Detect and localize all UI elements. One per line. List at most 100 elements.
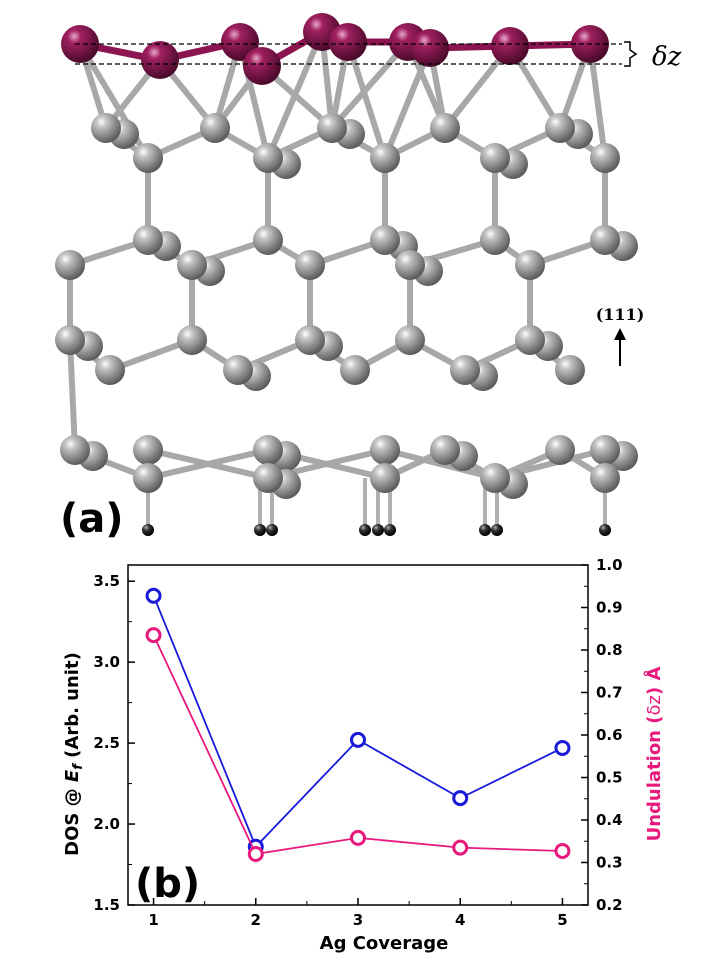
right-tick-label: 0.2 [596, 896, 623, 914]
right-axis-ticks: 0.2 0.3 0.4 0.5 0.6 0.7 0.8 0.9 1.0 [581, 556, 623, 914]
si-atom [91, 113, 121, 143]
si-atom [430, 113, 460, 143]
si-atom [223, 355, 253, 385]
si-atom [370, 435, 400, 465]
si-atom [340, 355, 370, 385]
x-tick-label: 4 [455, 911, 465, 929]
si-atom [430, 435, 460, 465]
h-atom [479, 524, 491, 536]
si-atom [253, 463, 283, 493]
si-atom [177, 250, 207, 280]
x-axis-ticks: 1 2 3 4 5 [148, 898, 568, 929]
si-atom [295, 250, 325, 280]
si-atom [370, 143, 400, 173]
left-axis-label: DOS @ Ef (Arb. unit) [62, 652, 86, 856]
si-atom [133, 463, 163, 493]
right-tick-label: 0.3 [596, 854, 623, 872]
h-atom [491, 524, 503, 536]
si-atom [590, 143, 620, 173]
si-atom [590, 225, 620, 255]
left-tick-label: 3.5 [93, 572, 120, 590]
si-atom [253, 435, 283, 465]
si-atom [317, 113, 347, 143]
right-tick-label: 1.0 [596, 556, 623, 574]
si-atom [480, 225, 510, 255]
right-tick-label: 0.8 [596, 641, 623, 659]
si-atom [450, 355, 480, 385]
series-line [152, 595, 563, 849]
si-atom [370, 463, 400, 493]
si-atom [253, 143, 283, 173]
left-tick-label: 2.5 [93, 734, 120, 752]
right-tick-label: 0.4 [596, 811, 623, 829]
top-atom [411, 29, 449, 67]
si-atom [555, 355, 585, 385]
atomic-structure-image: δz (111) (a) [55, 13, 682, 542]
undulation-label: δz [652, 42, 682, 72]
undulation-marker: δz [75, 41, 682, 72]
si-atom [133, 225, 163, 255]
si-atom [177, 325, 207, 355]
x-tick-label: 1 [148, 911, 158, 929]
top-atom [221, 23, 259, 61]
si-atom [295, 325, 325, 355]
data-point [247, 846, 264, 862]
si-atom [55, 325, 85, 355]
h-atom [384, 524, 396, 536]
right-tick-label: 0.7 [596, 684, 623, 702]
data-point [452, 839, 469, 856]
dos-undulation-chart: 1.5 2.0 2.5 3.0 3.5 0.2 0.3 0.4 0.5 0.6 0.7 0.8 0.9… [62, 556, 665, 954]
si-atom [95, 355, 125, 385]
si-atom [133, 143, 163, 173]
h-atom [359, 524, 371, 536]
right-tick-label: 0.5 [596, 769, 623, 787]
top-atom [141, 41, 179, 79]
h-atom [372, 524, 384, 536]
right-axis-label: Undulation (δz) Å [642, 667, 665, 842]
h-atom [254, 524, 266, 536]
right-tick-label: 0.9 [596, 599, 623, 617]
si-atom [395, 250, 425, 280]
h-atom [599, 524, 611, 536]
si-atom [395, 325, 425, 355]
si-atom [370, 225, 400, 255]
data-point [452, 790, 469, 807]
direction-label: (111) [596, 305, 645, 324]
panel-b-label: (b) [135, 861, 200, 907]
data-point [145, 587, 162, 604]
data-point [350, 731, 366, 748]
h-atom [142, 524, 154, 536]
data-point [350, 829, 366, 846]
x-axis-label: Ag Coverage [320, 933, 449, 954]
si-atom [590, 435, 620, 465]
h-atom [266, 524, 278, 536]
left-tick-label: 1.5 [93, 896, 120, 914]
si-atom [545, 435, 575, 465]
panel-a-label: (a) [60, 496, 124, 542]
left-tick-label: 3.0 [93, 653, 120, 671]
atom-layer [55, 13, 638, 536]
arrow-up-icon [614, 328, 626, 340]
top-atom [491, 27, 529, 65]
x-tick-label: 3 [353, 911, 363, 929]
si-atom [253, 225, 283, 255]
si-atom [55, 250, 85, 280]
si-atom [200, 113, 230, 143]
si-atom [133, 435, 163, 465]
series-layer [145, 587, 571, 862]
direction-indicator: (111) [596, 305, 645, 366]
left-axis-ticks: 1.5 2.0 2.5 3.0 3.5 [93, 572, 135, 914]
si-atom [60, 435, 90, 465]
x-tick-label: 5 [557, 911, 567, 929]
si-atom [515, 250, 545, 280]
data-point [554, 843, 571, 860]
si-atom [545, 113, 575, 143]
left-tick-label: 2.0 [93, 815, 120, 833]
si-atom [515, 325, 545, 355]
top-atom [329, 23, 367, 61]
dos-series [145, 587, 571, 855]
data-point [554, 739, 571, 756]
si-atom [480, 463, 510, 493]
x-tick-label: 2 [251, 911, 261, 929]
top-atom [243, 47, 281, 85]
